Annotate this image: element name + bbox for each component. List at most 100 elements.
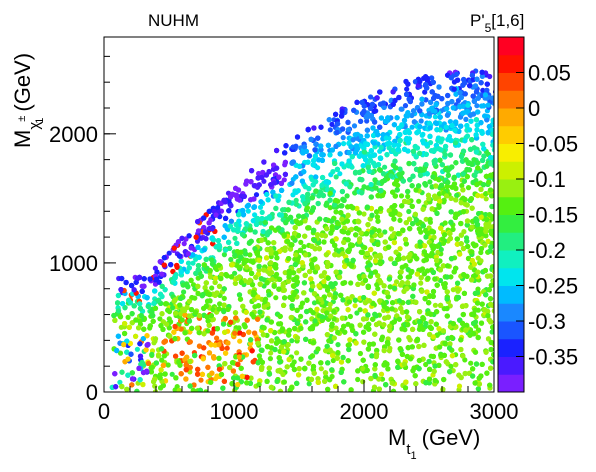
scatter-point xyxy=(418,280,424,286)
scatter-point xyxy=(418,118,424,124)
scatter-point xyxy=(301,244,307,250)
scatter-point xyxy=(245,208,251,214)
scatter-point xyxy=(393,279,400,285)
scatter-point xyxy=(409,112,415,119)
scatter-point xyxy=(335,342,341,348)
scatter-point xyxy=(221,295,227,301)
scatter-point xyxy=(166,250,172,256)
scatter-point xyxy=(456,383,463,389)
scatter-point xyxy=(375,286,381,292)
scatter-point xyxy=(347,313,353,320)
scatter-point xyxy=(152,265,158,271)
scatter-point xyxy=(448,363,454,369)
scatter-point xyxy=(267,356,273,362)
scatter-point xyxy=(268,350,274,356)
scatter-point xyxy=(117,379,123,385)
scatter-point xyxy=(185,260,192,266)
scatter-point xyxy=(311,300,318,306)
scatter-point xyxy=(474,103,480,109)
scatter-point xyxy=(198,377,204,383)
scatter-point xyxy=(409,124,415,130)
scatter-point xyxy=(398,193,405,199)
scatter-point xyxy=(181,289,187,295)
scatter-point xyxy=(117,350,124,356)
scatter-point xyxy=(315,165,321,171)
scatter-point xyxy=(483,211,489,218)
scatter-point xyxy=(382,164,388,170)
scatter-point xyxy=(181,241,187,247)
scatter-point xyxy=(214,335,220,341)
scatter-point xyxy=(406,208,412,215)
scatter-point xyxy=(462,357,468,363)
scatter-point xyxy=(294,350,300,356)
scatter-point xyxy=(228,256,234,263)
scatter-point xyxy=(152,383,158,389)
scatter-point xyxy=(330,357,336,364)
scatter-point xyxy=(357,350,363,357)
scatter-point xyxy=(478,249,484,256)
scatter-point xyxy=(318,366,324,372)
scatter-point xyxy=(277,348,283,354)
scatter-point xyxy=(463,116,469,122)
scatter-point xyxy=(423,361,429,368)
scatter-point xyxy=(261,178,267,184)
scatter-point xyxy=(357,307,363,313)
scatter-point xyxy=(406,274,412,280)
scatter-point xyxy=(361,211,367,217)
scatter-point xyxy=(306,381,312,387)
scatter-point xyxy=(217,301,223,307)
scatter-point xyxy=(438,246,444,253)
scatter-point xyxy=(149,351,155,357)
scatter-point xyxy=(382,229,388,235)
scatter-point xyxy=(333,209,339,215)
scatter-point xyxy=(157,316,163,322)
scatter-point xyxy=(237,338,243,344)
scatter-point xyxy=(352,303,358,309)
scatter-point xyxy=(273,295,279,301)
scatter-point xyxy=(293,197,299,203)
scatter-point xyxy=(468,360,474,366)
scatter-point xyxy=(257,204,264,210)
scatter-point xyxy=(442,220,448,226)
scatter-point xyxy=(354,310,360,316)
scatter-point xyxy=(261,283,267,289)
scatter-point xyxy=(340,135,346,141)
scatter-point xyxy=(253,192,260,198)
scatter-point xyxy=(465,185,472,191)
scatter-point xyxy=(423,216,429,222)
scatter-point xyxy=(457,251,463,257)
scatter-point xyxy=(475,286,481,292)
scatter-point xyxy=(405,193,411,200)
scatter-point xyxy=(427,219,433,225)
scatter-point xyxy=(165,362,171,368)
scatter-point xyxy=(427,140,434,146)
scatter-point xyxy=(190,387,196,392)
scatter-point xyxy=(348,280,354,286)
scatter-point xyxy=(355,376,361,383)
scatter-point xyxy=(365,267,371,273)
scatter-point xyxy=(232,235,238,241)
scatter-point xyxy=(125,314,131,320)
scatter-point xyxy=(420,131,426,137)
scatter-point xyxy=(344,193,350,199)
scatter-point xyxy=(399,106,405,112)
scatter-point xyxy=(252,212,258,218)
scatter-point xyxy=(224,345,230,351)
scatter-point xyxy=(364,118,370,124)
scatter-point xyxy=(209,285,215,291)
scatter-point xyxy=(341,141,347,147)
scatter-point xyxy=(432,302,438,308)
scatter-point xyxy=(247,252,253,258)
scatter-point xyxy=(378,371,385,377)
scatter-point xyxy=(221,309,227,315)
scatter-point xyxy=(221,252,227,258)
scatter-point xyxy=(298,313,304,319)
scatter-point xyxy=(427,179,433,185)
scatter-point xyxy=(298,239,304,245)
scatter-point xyxy=(450,287,456,293)
scatter-point xyxy=(448,274,454,280)
scatter-point xyxy=(194,238,201,244)
scatter-point xyxy=(351,123,358,129)
scatter-point xyxy=(397,217,403,223)
scatter-point xyxy=(348,226,355,232)
